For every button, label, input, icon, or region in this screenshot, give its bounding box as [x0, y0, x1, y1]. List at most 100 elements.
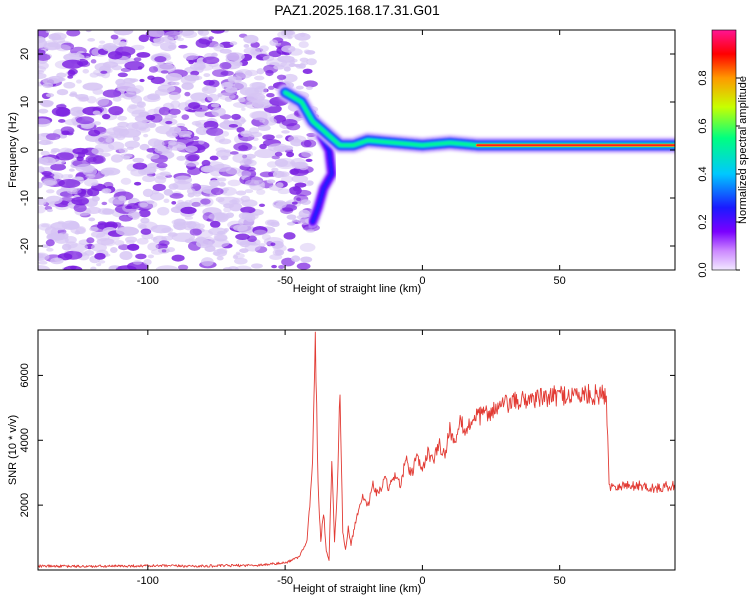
heatmap-speckle	[243, 44, 250, 48]
heatmap-speckle	[196, 239, 213, 249]
heatmap-speckle	[38, 157, 49, 164]
heatmap-speckle	[267, 143, 288, 152]
heatmap-speckle	[257, 124, 271, 131]
heatmap-speckle	[282, 73, 298, 83]
heatmap-speckle	[254, 148, 277, 159]
heatmap-speckle	[42, 82, 54, 89]
heatmap-speckle	[77, 188, 93, 198]
heatmap-speckle	[67, 243, 88, 252]
heatmap-speckle	[45, 195, 63, 205]
heatmap-speckle	[203, 87, 209, 91]
heatmap-speckle	[235, 233, 250, 241]
heatmap-speckle	[147, 254, 155, 259]
heatmap-speckle	[182, 52, 199, 61]
heatmap-speckle	[40, 100, 54, 108]
heatmap-speckle	[68, 68, 78, 75]
snr-x-tick-label: -100	[137, 575, 159, 587]
heatmap-speckle	[277, 55, 295, 63]
heatmap-speckle	[246, 94, 265, 103]
heatmap-speckle	[176, 155, 187, 161]
heatmap-speckle	[40, 223, 50, 228]
heatmap-speckle	[281, 172, 287, 177]
heatmap-speckle	[278, 264, 285, 269]
heatmap-speckle	[198, 30, 210, 36]
heatmap-y-tick-label: 10	[19, 96, 31, 108]
heatmap-speckle	[77, 96, 89, 102]
heatmap-speckle	[96, 262, 102, 267]
heatmap-speckle	[206, 127, 224, 136]
heatmap-speckle	[138, 34, 149, 43]
heatmap-speckle	[109, 265, 119, 270]
heatmap-speckle	[266, 179, 276, 184]
heatmap-speckle	[200, 165, 216, 173]
heatmap-speckle	[274, 151, 283, 157]
heatmap-speckle	[158, 106, 171, 116]
heatmap-speckle	[235, 251, 241, 256]
heatmap-speckle	[178, 44, 188, 49]
heatmap-speckle	[44, 226, 57, 236]
heatmap-speckle	[159, 171, 171, 177]
heatmap-speckle	[256, 189, 266, 195]
heatmap-speckle	[66, 30, 81, 37]
heatmap-speckle	[256, 68, 265, 75]
heatmap-speckle	[303, 80, 318, 88]
heatmap-speckle	[271, 167, 279, 172]
colorbar-tick-label: 0.0	[697, 262, 709, 277]
heatmap-speckle	[38, 38, 48, 49]
heatmap-speckle	[262, 55, 275, 62]
heatmap-speckle	[244, 179, 260, 187]
heatmap-speckle	[139, 78, 145, 83]
heatmap-speckle	[251, 263, 263, 269]
heatmap-speckle	[227, 75, 237, 82]
heatmap-speckle	[184, 91, 191, 97]
heatmap-speckle	[257, 86, 266, 90]
heatmap-speckle	[92, 155, 104, 164]
heatmap-speckle	[131, 121, 150, 130]
heatmap-speckle	[177, 37, 185, 42]
heatmap-speckle	[283, 232, 296, 240]
heatmap-speckle	[286, 214, 297, 220]
heatmap-speckle	[223, 207, 232, 213]
heatmap-speckle	[169, 192, 184, 199]
heatmap-speckle	[38, 108, 49, 114]
heatmap-speckle	[75, 176, 84, 181]
heatmap-speckle	[224, 81, 236, 88]
heatmap-speckle	[137, 221, 158, 231]
heatmap-speckle	[120, 67, 132, 73]
heatmap-y-label: Frequency (Hz)	[7, 112, 19, 188]
snr-x-tick-label: -50	[277, 575, 293, 587]
heatmap-speckle	[126, 243, 140, 251]
heatmap-speckle	[294, 182, 307, 188]
heatmap-speckle	[143, 133, 149, 138]
heatmap-speckle	[101, 201, 108, 206]
heatmap-speckle	[213, 43, 225, 52]
heatmap-speckle	[102, 42, 118, 52]
heatmap-y-tick-label: -10	[19, 190, 31, 206]
heatmap-speckle	[75, 163, 94, 173]
heatmap-speckle	[115, 46, 136, 56]
heatmap-speckle	[172, 180, 193, 190]
heatmap-speckle	[154, 146, 173, 154]
heatmap-y-tick-label: -20	[19, 238, 31, 254]
heatmap-speckle	[259, 171, 274, 178]
heatmap-speckle	[184, 160, 200, 167]
heatmap-speckle	[45, 140, 54, 145]
heatmap-x-axis: -100 -50 0 50	[137, 30, 566, 287]
heatmap-speckle	[291, 255, 301, 263]
heatmap-speckle	[298, 41, 309, 48]
heatmap-speckle	[112, 222, 122, 227]
colorbar-tick-label: 0.8	[697, 70, 709, 85]
heatmap-speckle	[177, 130, 193, 137]
heatmap-speckle	[218, 182, 226, 187]
heatmap-speckle	[300, 139, 312, 148]
heatmap-speckle	[125, 236, 138, 243]
heatmap-speckle	[55, 152, 74, 161]
heatmap-speckle	[191, 136, 200, 141]
heatmap-speckle	[229, 199, 238, 204]
heatmap-speckle	[96, 134, 114, 145]
heatmap-speckle	[38, 118, 51, 128]
heatmap-speckle	[261, 233, 271, 241]
heatmap-speckle	[223, 203, 234, 209]
heatmap-speckle	[275, 134, 283, 139]
heatmap-speckle	[163, 189, 174, 196]
